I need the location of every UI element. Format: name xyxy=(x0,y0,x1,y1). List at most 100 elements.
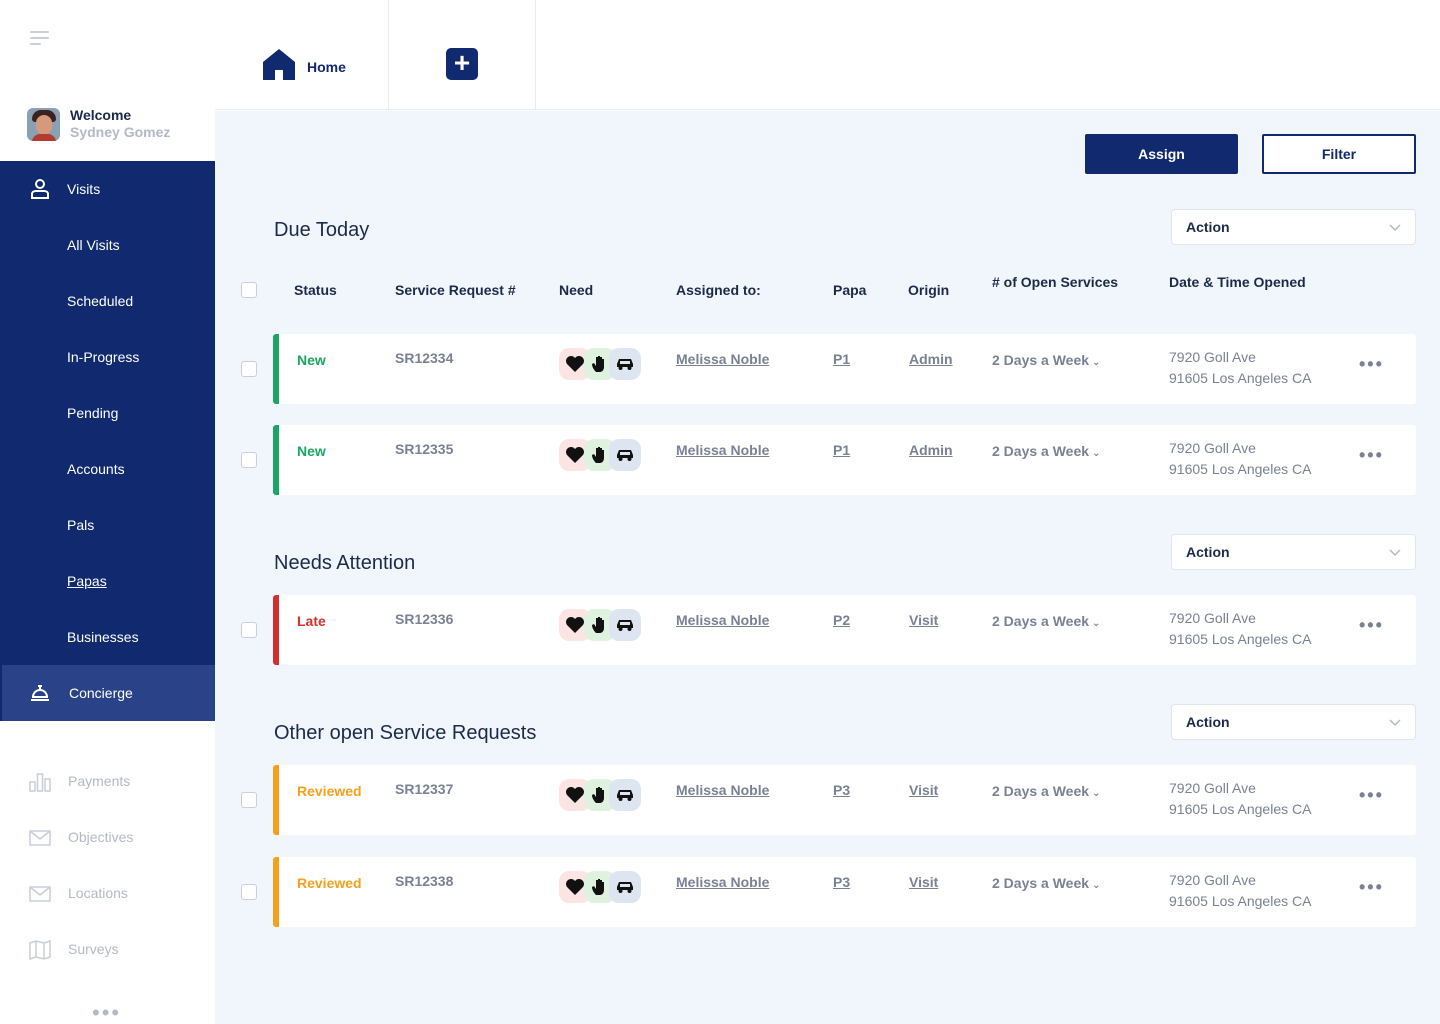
table-row[interactable]: Reviewed SR12338 Melissa Noble P3 Visit … xyxy=(273,857,1416,927)
origin-link[interactable]: Admin xyxy=(909,351,953,367)
open-services-select[interactable]: 2 Days a Week ⌄ xyxy=(992,875,1100,891)
more-icon[interactable]: ••• xyxy=(1359,877,1384,897)
address-line-2: 91605 Los Angeles CA xyxy=(1169,631,1312,647)
car-icon xyxy=(609,779,641,811)
row-checkbox[interactable] xyxy=(241,361,257,377)
table-row[interactable]: Reviewed SR12337 Melissa Noble P3 Visit … xyxy=(273,765,1416,835)
tab-home[interactable]: Home xyxy=(215,0,389,110)
sidebar-item-visits[interactable]: Visits xyxy=(0,161,215,217)
chevron-down-icon: ⌄ xyxy=(1092,448,1101,459)
sidebar-item-surveys[interactable]: Surveys xyxy=(0,922,215,978)
sidebar-item-label: Locations xyxy=(68,885,128,901)
sidebar-item-label: Businesses xyxy=(67,629,139,645)
service-request-id: SR12334 xyxy=(395,350,454,366)
table-row[interactable]: New SR12334 Melissa Noble P1 Admin 2 Day… xyxy=(273,334,1416,404)
chevron-down-icon: ⌄ xyxy=(1092,788,1101,799)
column-open-services[interactable]: # of Open Services xyxy=(992,274,1119,290)
sidebar-item-scheduled[interactable]: Scheduled xyxy=(0,273,215,329)
avatar[interactable] xyxy=(27,107,60,141)
more-icon[interactable]: ••• xyxy=(1359,785,1384,805)
sidebar-item-locations[interactable]: Locations xyxy=(0,866,215,922)
origin-link[interactable]: Visit xyxy=(909,782,939,798)
sidebar-item-label: Accounts xyxy=(67,461,125,477)
sidebar-item-payments[interactable]: Payments xyxy=(0,754,215,810)
sidebar-item-label: Visits xyxy=(67,181,101,197)
more-icon[interactable]: ••• xyxy=(1359,445,1384,465)
more-icon[interactable]: ••• xyxy=(1359,354,1384,374)
open-services-select[interactable]: 2 Days a Week ⌄ xyxy=(992,443,1100,459)
column-service-request[interactable]: Service Request # xyxy=(395,282,516,298)
sidebar-item-in-progress[interactable]: In-Progress xyxy=(0,329,215,385)
open-services-value: 2 Days a Week xyxy=(992,443,1090,459)
sidebar-item-all-visits[interactable]: All Visits xyxy=(0,217,215,273)
papa-link[interactable]: P3 xyxy=(833,782,851,798)
sidebar-item-label: Payments xyxy=(68,773,131,789)
assigned-to-link[interactable]: Melissa Noble xyxy=(676,874,770,890)
welcome-title: Welcome xyxy=(70,107,132,123)
origin-link[interactable]: Admin xyxy=(909,442,953,458)
table-row[interactable]: New SR12335 Melissa Noble P1 Admin 2 Day… xyxy=(273,425,1416,495)
open-services-value: 2 Days a Week xyxy=(992,783,1090,799)
sidebar-item-papas[interactable]: Papas xyxy=(0,553,215,609)
column-origin[interactable]: Origin xyxy=(908,282,950,298)
papa-link[interactable]: P3 xyxy=(833,874,851,890)
open-services-select[interactable]: 2 Days a Week ⌄ xyxy=(992,352,1100,368)
assigned-to-link[interactable]: Melissa Noble xyxy=(676,351,770,367)
mail-icon xyxy=(29,886,51,902)
row-checkbox[interactable] xyxy=(241,452,257,468)
filter-button[interactable]: Filter xyxy=(1262,134,1416,174)
action-select[interactable]: Action xyxy=(1171,534,1416,570)
action-select-value: Action xyxy=(1186,544,1230,560)
row-checkbox[interactable] xyxy=(241,622,257,638)
origin-link[interactable]: Visit xyxy=(909,612,939,628)
address-line-1: 7920 Goll Ave xyxy=(1169,610,1256,626)
assign-button[interactable]: Assign xyxy=(1085,134,1238,174)
sidebar-item-label: Scheduled xyxy=(67,293,134,309)
action-select[interactable]: Action xyxy=(1171,704,1416,740)
open-services-select[interactable]: 2 Days a Week ⌄ xyxy=(992,613,1100,629)
status-bar xyxy=(273,765,279,835)
status-bar xyxy=(273,334,279,404)
add-tab-button[interactable]: + xyxy=(446,48,478,80)
service-request-id: SR12336 xyxy=(395,611,454,627)
column-status[interactable]: Status xyxy=(294,282,337,298)
open-services-select[interactable]: 2 Days a Week ⌄ xyxy=(992,783,1100,799)
more-icon[interactable]: ••• xyxy=(1359,615,1384,635)
sidebar-item-pals[interactable]: Pals xyxy=(0,497,215,553)
assigned-to-link[interactable]: Melissa Noble xyxy=(676,612,770,628)
sidebar-item-businesses[interactable]: Businesses xyxy=(0,609,215,665)
car-icon xyxy=(609,871,641,903)
column-assigned-to[interactable]: Assigned to: xyxy=(676,282,761,298)
menu-icon[interactable] xyxy=(30,31,49,45)
select-all-checkbox[interactable] xyxy=(241,282,257,298)
status-label: Reviewed xyxy=(297,875,362,891)
column-date-opened[interactable]: Date & Time Opened xyxy=(1169,274,1306,290)
assigned-to-link[interactable]: Melissa Noble xyxy=(676,442,770,458)
row-checkbox[interactable] xyxy=(241,792,257,808)
origin-link[interactable]: Visit xyxy=(909,874,939,890)
sidebar-item-pending[interactable]: Pending xyxy=(0,385,215,441)
sidebar-item-concierge[interactable]: Concierge xyxy=(0,665,215,721)
car-icon xyxy=(609,609,641,641)
row-checkbox[interactable] xyxy=(241,884,257,900)
sidebar-item-objectives[interactable]: Objectives xyxy=(0,810,215,866)
sidebar-item-accounts[interactable]: Accounts xyxy=(0,441,215,497)
column-need[interactable]: Need xyxy=(559,282,594,298)
assigned-to-link[interactable]: Melissa Noble xyxy=(676,782,770,798)
papa-link[interactable]: P1 xyxy=(833,351,851,367)
car-icon xyxy=(609,439,641,471)
action-select[interactable]: Action xyxy=(1171,209,1416,245)
address-line-2: 91605 Los Angeles CA xyxy=(1169,801,1312,817)
need-icons xyxy=(559,779,641,811)
more-icon[interactable]: ••• xyxy=(92,1000,122,1024)
need-icons xyxy=(559,609,641,641)
papa-link[interactable]: P1 xyxy=(833,442,851,458)
open-services-value: 2 Days a Week xyxy=(992,613,1090,629)
papa-link[interactable]: P2 xyxy=(833,612,851,628)
sidebar-item-label: In-Progress xyxy=(67,349,140,365)
column-papa[interactable]: Papa xyxy=(833,282,867,298)
address-line-2: 91605 Los Angeles CA xyxy=(1169,893,1312,909)
sidebar: Welcome Sydney Gomez Visits All Visits S… xyxy=(0,0,215,1024)
table-row[interactable]: Late SR12336 Melissa Noble P2 Visit 2 Da… xyxy=(273,595,1416,665)
person-icon xyxy=(31,179,49,199)
